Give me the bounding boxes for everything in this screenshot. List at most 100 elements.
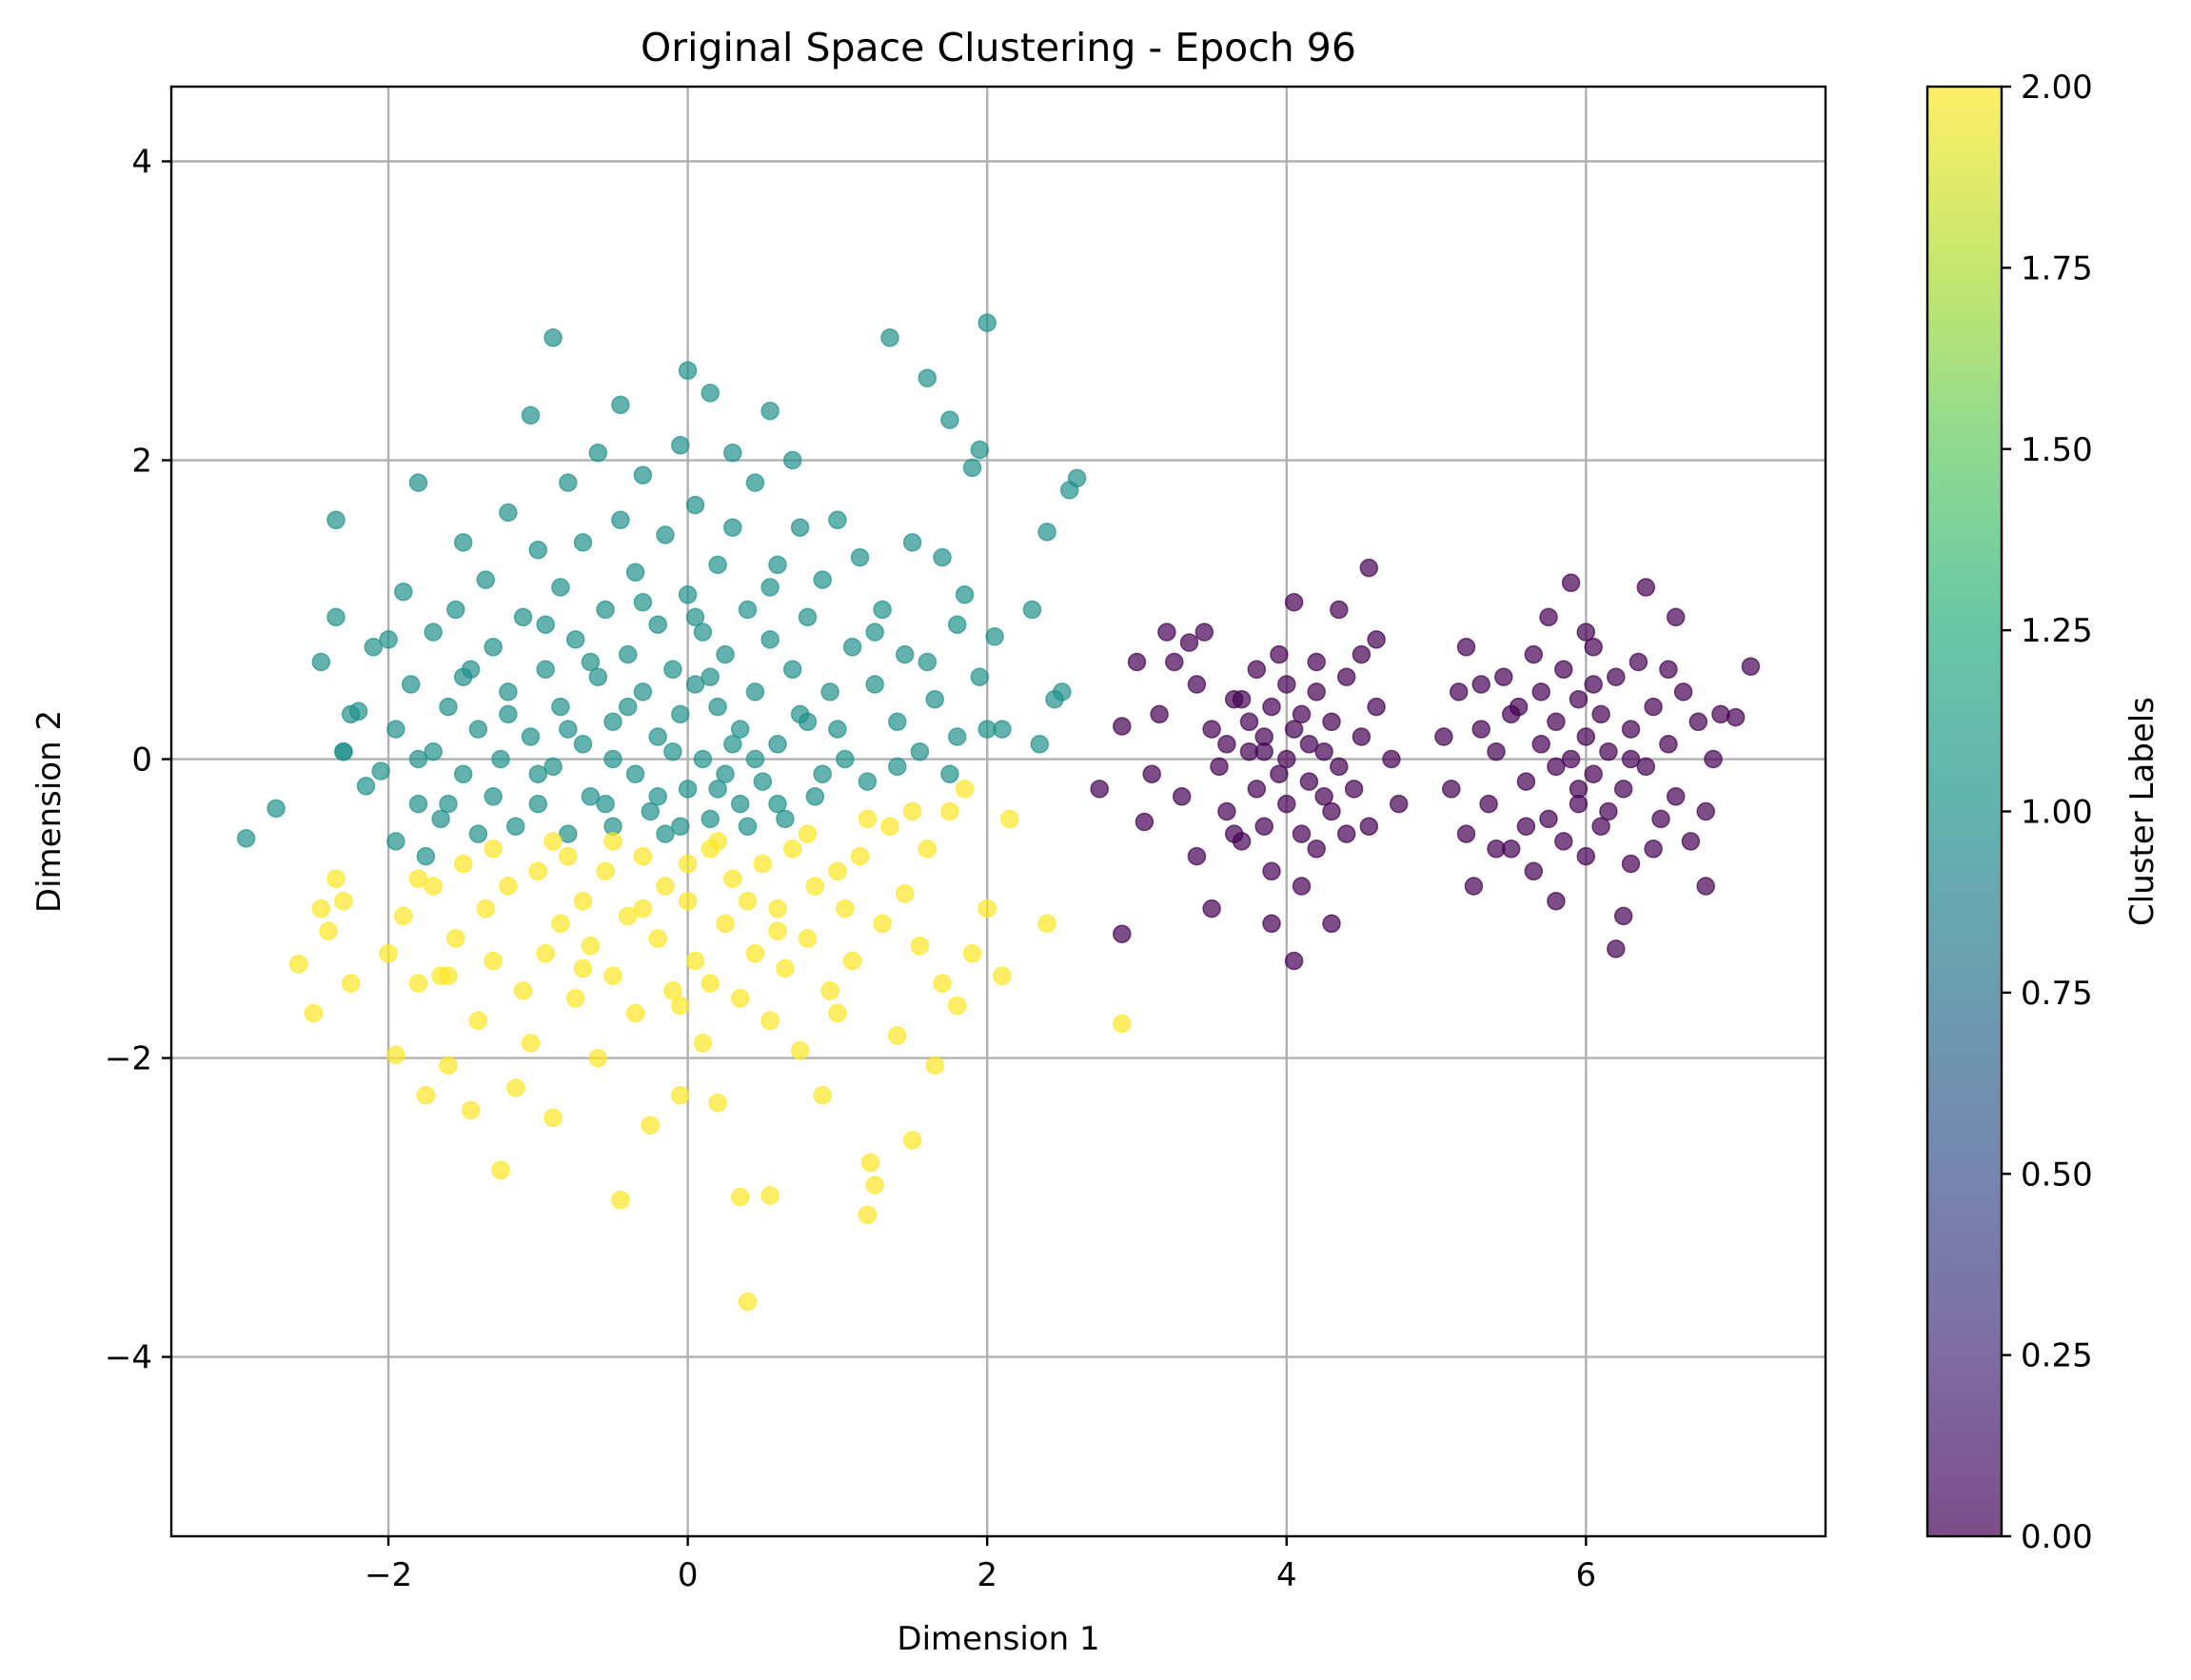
data-point xyxy=(760,578,780,597)
data-point xyxy=(685,495,705,515)
data-point xyxy=(1187,846,1207,866)
colorbar-tick-label: 1.00 xyxy=(2021,794,2093,832)
data-point xyxy=(625,563,645,583)
data-point xyxy=(858,809,878,829)
data-point xyxy=(1539,809,1558,829)
data-point xyxy=(439,794,458,814)
data-point xyxy=(805,877,825,896)
data-point xyxy=(394,906,413,926)
data-point xyxy=(618,644,638,664)
data-point xyxy=(1561,573,1581,593)
colorbar-tick-label: 0.25 xyxy=(2021,1337,2093,1375)
data-point xyxy=(633,465,653,484)
data-point xyxy=(776,809,795,829)
data-point xyxy=(1569,780,1589,799)
data-point xyxy=(1501,704,1521,724)
data-point xyxy=(671,817,690,836)
data-point xyxy=(499,877,518,896)
data-point xyxy=(1113,717,1132,736)
colorbar-tick-label: 1.50 xyxy=(2021,431,2093,469)
y-tick-label: 4 xyxy=(131,144,152,182)
data-point xyxy=(603,832,622,851)
data-point xyxy=(1494,667,1513,686)
data-point xyxy=(1135,812,1155,832)
data-point xyxy=(790,1040,810,1060)
data-point xyxy=(730,989,750,1008)
data-point xyxy=(716,764,735,783)
data-point xyxy=(858,1205,878,1225)
data-point xyxy=(551,914,570,934)
data-point xyxy=(993,720,1012,739)
x-axis-label: Dimension 1 xyxy=(897,1620,1099,1658)
plot-frame xyxy=(169,85,1827,1538)
data-point xyxy=(618,697,638,717)
data-point xyxy=(1113,1014,1132,1034)
data-point xyxy=(790,518,810,537)
data-point xyxy=(559,720,578,739)
data-point xyxy=(678,780,698,799)
data-point xyxy=(521,1034,541,1053)
data-point xyxy=(1696,801,1715,821)
data-point xyxy=(528,794,548,814)
data-point xyxy=(1202,720,1221,739)
data-point xyxy=(1232,689,1252,709)
data-point xyxy=(1172,787,1192,806)
data-point xyxy=(858,772,878,791)
data-point xyxy=(311,652,331,672)
data-point xyxy=(386,1045,405,1065)
data-point xyxy=(1659,660,1678,680)
data-point xyxy=(1307,682,1326,702)
data-point xyxy=(902,1131,922,1150)
data-point xyxy=(641,801,661,821)
data-point xyxy=(551,578,570,597)
data-point xyxy=(1659,735,1678,754)
data-point xyxy=(1165,652,1184,672)
data-point xyxy=(1591,704,1610,724)
data-point xyxy=(828,510,847,530)
data-point xyxy=(648,615,667,634)
data-point xyxy=(918,652,938,672)
data-point xyxy=(484,840,503,859)
data-point xyxy=(820,981,839,1000)
data-point xyxy=(925,1056,944,1076)
data-point xyxy=(543,832,563,851)
data-point xyxy=(820,682,839,702)
data-point xyxy=(401,675,421,694)
data-point xyxy=(813,764,832,783)
data-point xyxy=(1254,741,1273,761)
data-point xyxy=(1547,712,1566,732)
data-point xyxy=(1330,600,1349,620)
data-point xyxy=(1270,764,1289,783)
data-point xyxy=(453,667,473,686)
data-point xyxy=(1367,697,1386,717)
data-point xyxy=(947,615,967,634)
data-point xyxy=(1576,727,1596,746)
data-point xyxy=(1696,877,1715,896)
y-tick-label: 2 xyxy=(131,443,152,481)
data-point xyxy=(708,780,727,799)
data-point xyxy=(828,720,847,739)
data-point xyxy=(408,794,428,814)
data-point xyxy=(1022,600,1042,620)
data-point xyxy=(1389,794,1409,814)
x-axis: −2 0 2 4 6 xyxy=(365,1536,1596,1594)
data-point xyxy=(723,735,742,754)
data-point xyxy=(1464,877,1484,896)
data-point xyxy=(738,817,758,836)
x-tick-label: 2 xyxy=(977,1556,997,1594)
data-point xyxy=(319,921,338,940)
data-point xyxy=(1367,630,1386,649)
data-point xyxy=(1681,832,1701,851)
data-point xyxy=(865,675,884,694)
data-point xyxy=(701,809,720,829)
data-point xyxy=(1299,735,1319,754)
data-point xyxy=(723,518,742,537)
data-point xyxy=(656,525,675,544)
data-point xyxy=(1307,840,1326,859)
chart-title: Original Space Clustering - Epoch 96 xyxy=(641,25,1356,70)
data-point xyxy=(266,799,286,819)
data-point xyxy=(880,817,899,836)
data-point xyxy=(1314,787,1333,806)
data-point xyxy=(685,675,705,694)
data-point xyxy=(311,899,331,919)
